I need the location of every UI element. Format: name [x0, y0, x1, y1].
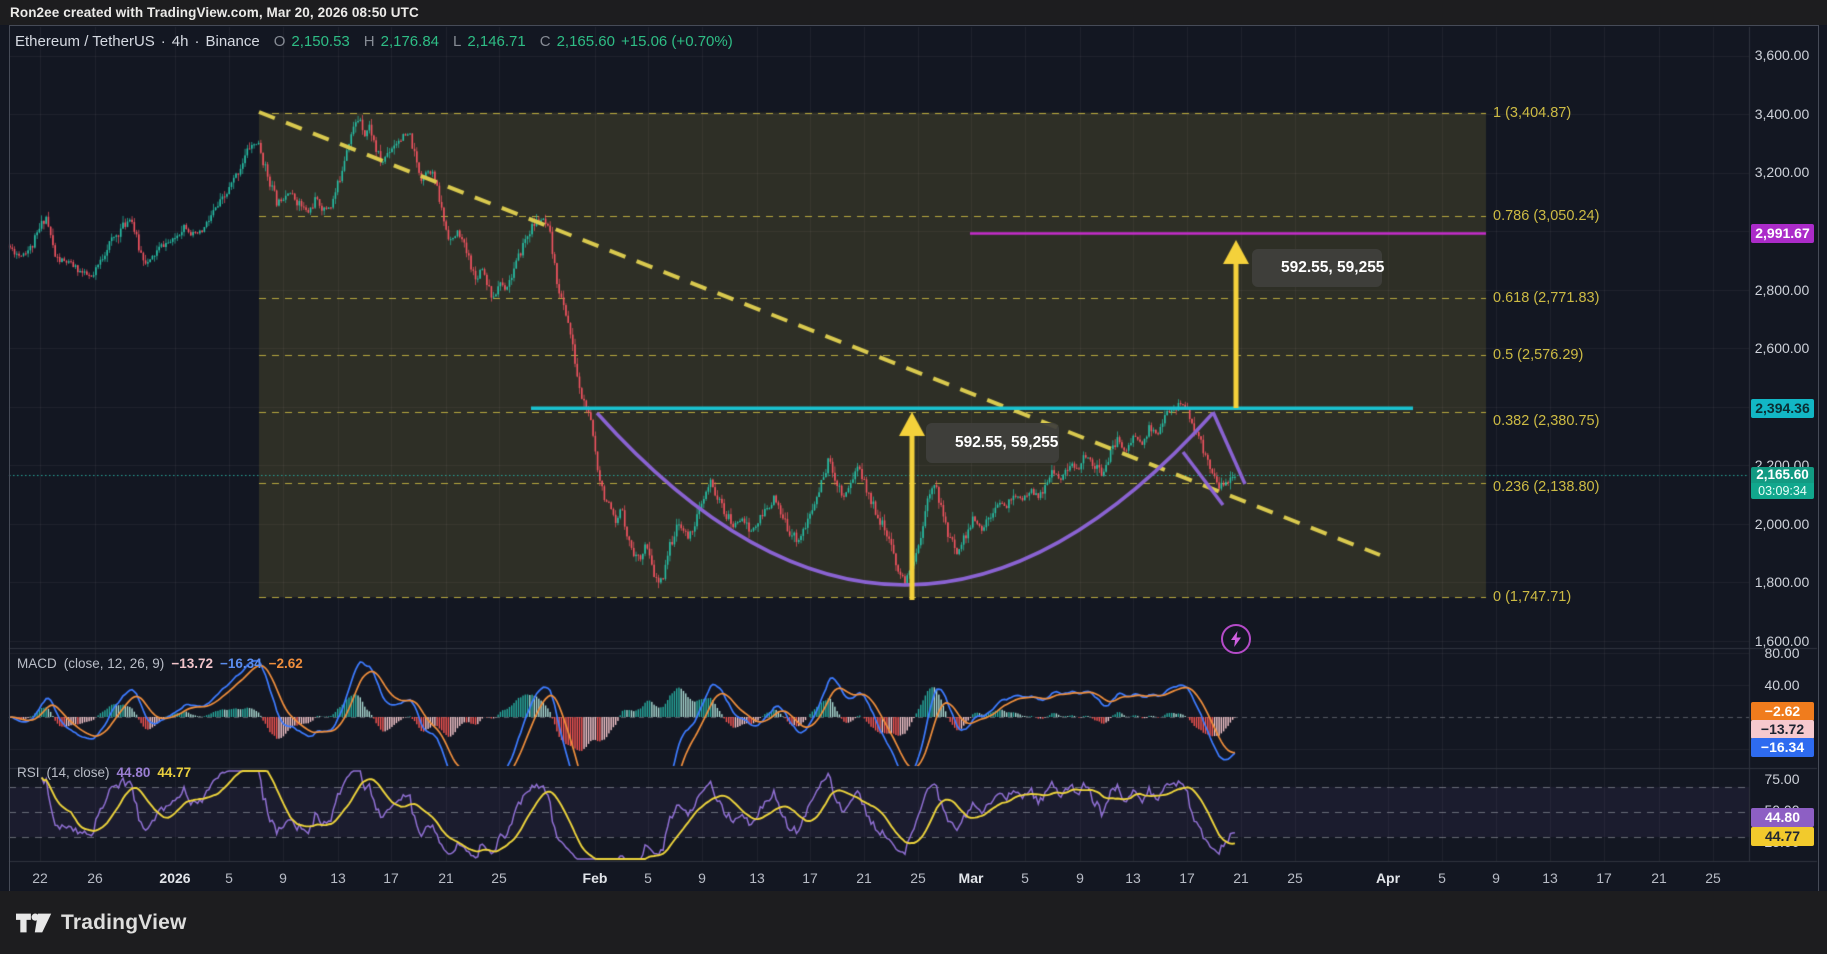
snapshot-header: Ron2ee created with TradingView.com, Mar…: [0, 0, 1827, 25]
time-axis-label: 22: [32, 870, 48, 886]
last-price-badge: 2,165.60 03:09:34: [1751, 467, 1814, 500]
fib-level-label[interactable]: 0.382 (2,380.75): [1493, 413, 1600, 430]
open-letter: O: [273, 33, 286, 50]
tradingview-logo[interactable]: TradingView: [16, 908, 187, 938]
time-axis-label: 17: [1179, 870, 1195, 886]
macd-signal-value: −2.62: [268, 656, 303, 671]
lightning-bolt-glyph: [1231, 631, 1241, 647]
indicator-value-badge: 44.77: [1751, 826, 1814, 846]
price-scale-label: 2,000.00: [1754, 516, 1810, 532]
low-value: 2,146.71: [467, 33, 526, 50]
macd-legend: MACD (close, 12, 26, 9) −13.72 −16.34 −2…: [17, 656, 303, 671]
time-axis-label: 5: [644, 870, 652, 886]
time-axis-label: 13: [1542, 870, 1558, 886]
measure-text: 592.55, 59,255: [1281, 259, 1385, 276]
fib-level-label[interactable]: 1 (3,404.87): [1493, 104, 1572, 121]
fib-level-label[interactable]: 0.5 (2,576.29): [1493, 346, 1584, 363]
price-scale-label: 3,600.00: [1754, 47, 1810, 63]
price-scale-label: 80.00: [1764, 645, 1800, 661]
interval-label[interactable]: 4h: [171, 33, 189, 50]
time-axis-label: 9: [698, 870, 706, 886]
close-value: 2,165.60: [556, 33, 615, 50]
indicator-value-badge: −2.62: [1751, 701, 1814, 721]
symbol-legend: Ethereum / TetherUS · 4h · Binance O 2,1…: [15, 33, 733, 50]
time-axis-label: 17: [802, 870, 818, 886]
indicator-value-badge: −13.72: [1751, 719, 1814, 739]
price-scale-label: 2,600.00: [1754, 340, 1810, 356]
time-axis-label: 5: [225, 870, 233, 886]
time-axis-label: 13: [1125, 870, 1141, 886]
time-axis-label: 13: [749, 870, 765, 886]
low-letter: L: [453, 33, 462, 50]
time-axis[interactable]: 22 26 2026 5 9 13 17 21 25 Feb 5 9 13 17 21 25 Mar 5 9 13 17…: [0, 862, 1827, 891]
price-scale-label: 3,400.00: [1754, 106, 1810, 122]
time-axis-label: 21: [856, 870, 872, 886]
legend-separator: ·: [194, 33, 200, 50]
time-axis-label: 25: [1287, 870, 1303, 886]
lightning-icon[interactable]: [1221, 624, 1251, 654]
time-axis-label: Feb: [582, 870, 608, 886]
tradingview-icon: [16, 913, 52, 933]
time-axis-label: 13: [330, 870, 346, 886]
indicator-value-badge: 44.80: [1751, 807, 1814, 827]
time-axis-label: 9: [1492, 870, 1500, 886]
time-axis-label: 25: [910, 870, 926, 886]
time-axis-label: 21: [1233, 870, 1249, 886]
price-scale-label: 3,200.00: [1754, 164, 1810, 180]
time-axis-label: 26: [87, 870, 103, 886]
legend-separator: ·: [160, 33, 166, 50]
fib-level-label[interactable]: 0 (1,747.71): [1493, 589, 1572, 606]
time-axis-label: 21: [438, 870, 454, 886]
price-scale-label: 40.00: [1764, 677, 1800, 693]
fib-level-label[interactable]: 0.236 (2,138.80): [1493, 478, 1600, 495]
bar-countdown: 03:09:34: [1751, 483, 1814, 500]
rsi-value: 44.80: [116, 765, 151, 780]
time-axis-label: 5: [1438, 870, 1446, 886]
snapshot-title: Ron2ee created with TradingView.com, Mar…: [10, 5, 419, 20]
price-scale-label: 2,800.00: [1754, 282, 1810, 298]
macd-params: (close, 12, 26, 9): [63, 656, 165, 671]
tradingview-logo-text: TradingView: [61, 911, 187, 934]
time-axis-label: 25: [1705, 870, 1721, 886]
change-value: +15.06 (+0.70%): [620, 33, 733, 50]
time-axis-label: 21: [1651, 870, 1667, 886]
price-scale-label: 1,600.00: [1754, 633, 1810, 649]
high-letter: H: [363, 33, 375, 50]
measure-label[interactable]: 592.55, 59,255: [1252, 249, 1385, 287]
macd-title[interactable]: MACD: [17, 656, 57, 671]
rsi-title[interactable]: RSI: [17, 765, 40, 780]
time-axis-label: Mar: [958, 870, 984, 886]
time-axis-label: 25: [491, 870, 507, 886]
price-scale-label: 1,800.00: [1754, 574, 1810, 590]
close-letter: C: [539, 33, 551, 50]
time-axis-label: 5: [1021, 870, 1029, 886]
indicator-value-badge: −16.34: [1751, 737, 1814, 757]
last-price-value: 2,165.60: [1751, 467, 1814, 484]
rsi-ma-value: 44.77: [157, 765, 192, 780]
fib-level-label[interactable]: 0.618 (2,771.83): [1493, 289, 1600, 306]
time-axis-label: Apr: [1375, 870, 1401, 886]
symbol-name[interactable]: Ethereum / TetherUS: [15, 33, 155, 50]
time-axis-label: 17: [383, 870, 399, 886]
time-axis-label: 2026: [159, 870, 191, 886]
price-badge-target: 2,991.67: [1751, 223, 1814, 243]
open-value: 2,150.53: [291, 33, 350, 50]
macd-line-value: −16.34: [219, 656, 262, 671]
price-scale-label: 75.00: [1764, 771, 1800, 787]
time-axis-label: 9: [1076, 870, 1084, 886]
rsi-params: (14, close): [46, 765, 110, 780]
measure-text: 592.55, 59,255: [955, 434, 1059, 451]
time-axis-label: 9: [279, 870, 287, 886]
footer-bar: TradingView: [0, 891, 1827, 954]
measure-label[interactable]: 592.55, 59,255: [926, 423, 1059, 463]
rsi-legend: RSI (14, close) 44.80 44.77: [17, 765, 191, 780]
high-value: 2,176.84: [380, 33, 439, 50]
fib-level-label[interactable]: 0.786 (3,050.24): [1493, 208, 1600, 225]
exchange-label[interactable]: Binance: [205, 33, 260, 50]
macd-hist-value: −13.72: [171, 656, 213, 671]
time-axis-label: 17: [1596, 870, 1612, 886]
price-badge-resistance: 2,394.36: [1751, 398, 1814, 418]
